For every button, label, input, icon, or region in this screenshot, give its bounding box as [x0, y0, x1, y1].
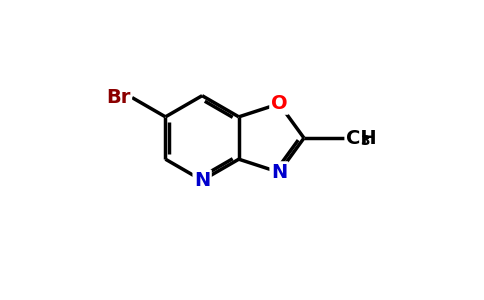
Text: N: N	[194, 171, 210, 190]
Text: CH: CH	[347, 128, 377, 148]
Text: Br: Br	[106, 88, 131, 107]
Text: N: N	[271, 163, 287, 182]
Text: 3: 3	[360, 134, 370, 148]
Text: O: O	[271, 94, 287, 113]
